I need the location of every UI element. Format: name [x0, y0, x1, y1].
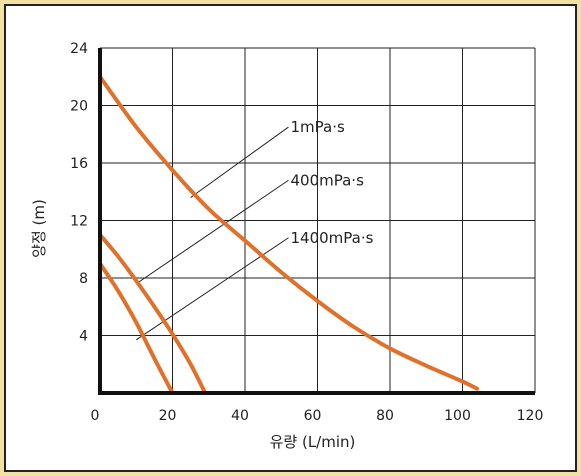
y-tick-label: 12: [70, 214, 88, 230]
series-line: [98, 232, 208, 395]
y-tick-label: 8: [79, 271, 88, 287]
x-tick-label: 80: [376, 408, 394, 424]
axes: [98, 48, 535, 395]
y-tick-label: 24: [70, 41, 88, 57]
annotation-leaders: [135, 126, 289, 341]
annotation-label: 400mPa·s: [291, 171, 365, 189]
annotation-label: 1400mPa·s: [291, 229, 374, 247]
tick-labels: 0 20 40 60 80 100 120 4 8 12 16 20 24: [70, 41, 543, 424]
x-tick-label: 120: [517, 408, 544, 424]
x-tick-label: 60: [304, 408, 322, 424]
x-tick-label: 100: [444, 408, 471, 424]
x-tick-label: 40: [231, 408, 249, 424]
y-tick-label: 16: [70, 156, 88, 172]
series-line: [98, 261, 175, 395]
x-tick-label: 0: [91, 408, 100, 424]
annotation-leader-line: [135, 237, 289, 341]
annotation-leader-line: [190, 126, 289, 198]
grid-lines: [100, 47, 536, 393]
y-tick-label: 4: [79, 329, 88, 345]
x-axis-label: 유량 (L/min): [270, 433, 356, 451]
annotation-leader-line: [135, 179, 289, 285]
series-line: [98, 74, 479, 391]
y-axis-label: 양정 (m): [30, 199, 48, 258]
y-tick-label: 20: [70, 99, 88, 115]
x-tick-label: 20: [159, 408, 177, 424]
annotation-label: 1mPa·s: [291, 118, 345, 136]
annotation-labels: 1mPa·s 400mPa·s 1400mPa·s: [291, 118, 374, 247]
series-lines: [98, 74, 479, 395]
